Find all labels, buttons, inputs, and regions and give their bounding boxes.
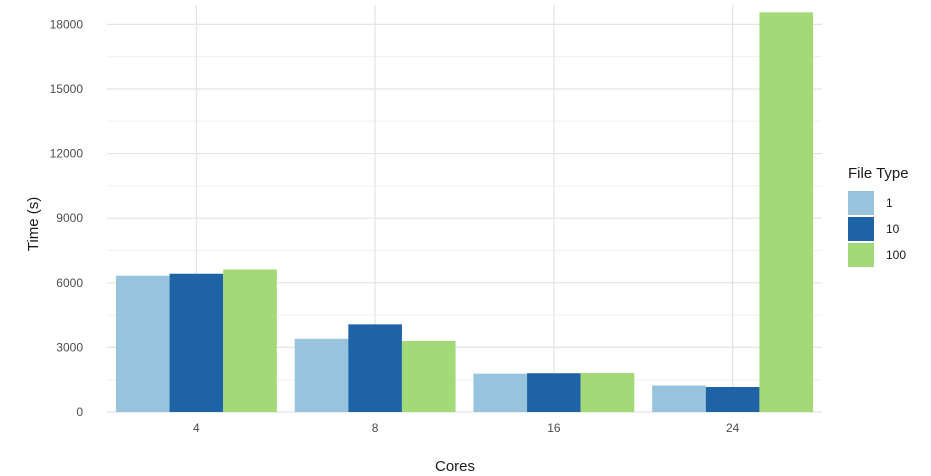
bar-10-16: [527, 373, 581, 412]
y-axis-ticks: 0 3000 6000 9000 12000 15000 18000: [50, 17, 84, 419]
y-tick-label: 12000: [50, 147, 84, 161]
x-tick-label: 4: [193, 421, 200, 435]
bar-1-16: [473, 373, 528, 412]
x-tick-label: 16: [547, 421, 561, 435]
legend-label-1: 1: [886, 196, 893, 210]
bars: [115, 12, 814, 413]
bar-100-24: [759, 12, 814, 413]
y-axis-title: Time (s): [25, 197, 42, 251]
y-tick-label: 9000: [56, 211, 83, 225]
bar-1-4: [115, 275, 170, 412]
y-tick-label: 6000: [56, 276, 83, 290]
legend: File Type 1 10 100: [848, 165, 909, 267]
x-axis-ticks: 4 8 16 24: [193, 421, 740, 435]
x-axis-title: Cores: [435, 458, 475, 475]
bar-10-24: [705, 387, 760, 412]
legend-swatch-1: [848, 191, 874, 215]
bar-10-8: [348, 324, 402, 412]
legend-label-100: 100: [886, 248, 906, 262]
y-tick-label: 18000: [50, 17, 84, 31]
x-tick-label: 8: [372, 421, 379, 435]
legend-label-10: 10: [886, 222, 900, 236]
bar-100-16: [580, 373, 635, 412]
y-tick-label: 0: [76, 405, 83, 419]
bar-10-4: [169, 273, 224, 412]
bar-100-8: [401, 340, 456, 412]
legend-title: File Type: [848, 165, 909, 182]
y-tick-label: 15000: [50, 82, 84, 96]
y-tick-label: 3000: [56, 340, 83, 354]
bar-100-4: [223, 269, 277, 412]
bar-1-24: [652, 385, 706, 412]
x-tick-label: 24: [726, 421, 740, 435]
bar-1-8: [294, 338, 349, 412]
legend-swatch-100: [848, 243, 874, 267]
legend-swatch-10: [848, 217, 874, 241]
